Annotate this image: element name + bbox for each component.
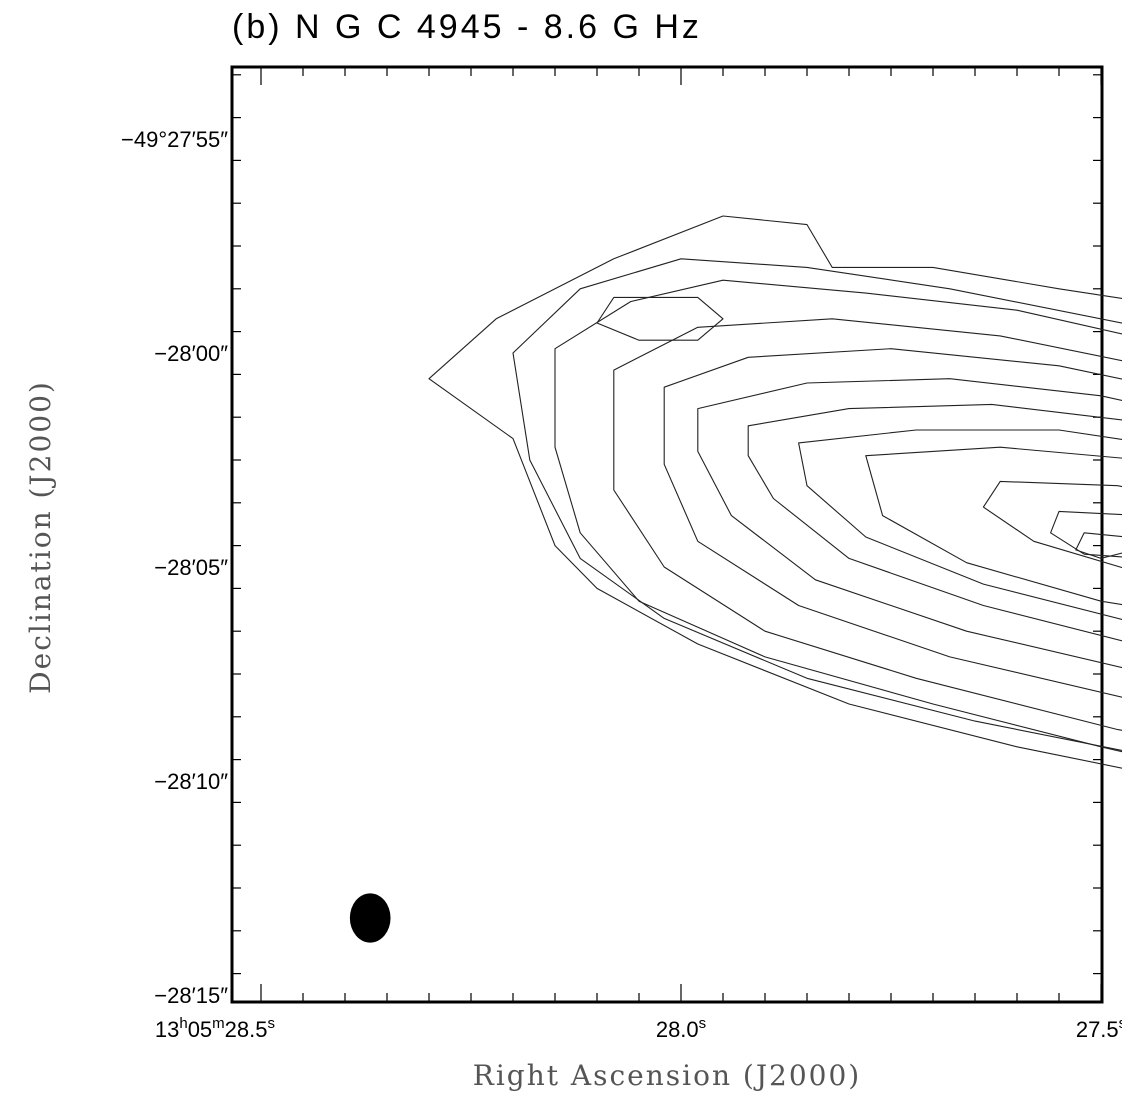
y-tick-label: −28′05″ (154, 555, 228, 580)
contour-level-2 (596, 296, 724, 341)
contour-level-7 (747, 403, 1122, 642)
contour-level-12 (1075, 532, 1122, 559)
x-tick-label: 13h05m28.5s (155, 1015, 275, 1042)
contour-level-2 (512, 258, 1122, 751)
contour-level-1 (428, 215, 1122, 769)
x-tick-label: 27.5s (1076, 1015, 1122, 1042)
contour-lines (428, 215, 1122, 769)
contour-level-5 (663, 348, 1122, 698)
contour-level-6 (697, 378, 1122, 669)
contour-level-3 (554, 279, 1122, 753)
contour-level-10 (982, 480, 1122, 569)
y-tick-labels: −49°27′55″ −28′00″ −28′05″ −28′10″ −28′15″ (121, 127, 228, 1008)
beam-ellipse (349, 893, 391, 943)
chart-title: (b) N G C 4945 - 8.6 G Hz (232, 8, 702, 46)
y-axis-label: Declination (J2000) (24, 380, 57, 694)
contour-level-8 (798, 429, 1122, 620)
contour-level-4 (613, 318, 1122, 731)
y-tick-label: −28′10″ (154, 769, 228, 794)
x-tick-label: 28.0s (656, 1015, 706, 1042)
y-tick-label: −28′00″ (154, 341, 228, 366)
y-tick-label: −28′15″ (154, 983, 228, 1008)
x-axis-label: Right Ascension (J2000) (473, 1059, 861, 1092)
axis-ticks (232, 67, 1102, 1002)
contour-level-9 (865, 446, 1122, 606)
y-tick-label: −49°27′55″ (121, 127, 228, 152)
contour-level-11 (1050, 510, 1122, 558)
plot-frame (230, 65, 1104, 1004)
